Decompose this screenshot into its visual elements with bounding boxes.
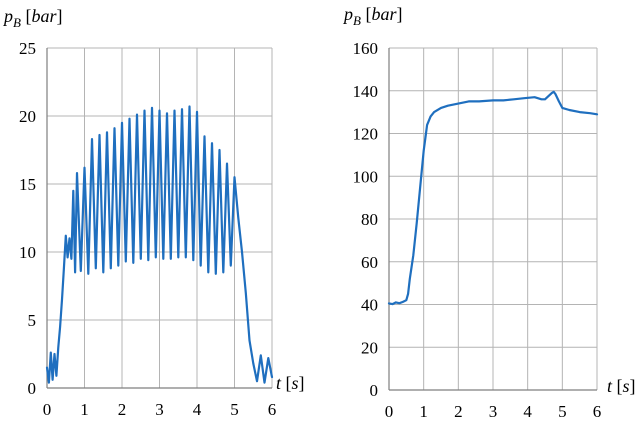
chart-left: 0 1 2 3 4 5 6 0 5 10 15 20 25 pB [bar] t [s] [2, 6, 305, 419]
y-tick-label: 0 [370, 381, 379, 400]
x-tick-label: 3 [489, 402, 498, 421]
y-tick-label: 0 [28, 379, 37, 398]
y-tick-label: 40 [361, 296, 378, 315]
y-tick-label: 60 [361, 253, 378, 272]
y-tick-label: 5 [28, 311, 37, 330]
x-tick-label: 6 [593, 402, 602, 421]
x-tick-label: 1 [80, 400, 89, 419]
x-tick-label: 6 [268, 400, 277, 419]
series-line [45, 105, 274, 384]
x-tick-label: 5 [558, 402, 567, 421]
x-tick-label: 0 [43, 400, 52, 419]
y-axis-label: pB [bar] [2, 6, 62, 30]
x-tick-label: 2 [454, 402, 463, 421]
y-tick-label: 160 [353, 39, 379, 58]
x-axis-label: t [s] [276, 373, 305, 393]
y-tick-label: 100 [353, 167, 379, 186]
series-line [387, 90, 599, 306]
x-tick-label: 2 [118, 400, 127, 419]
y-tick-label: 20 [361, 338, 378, 357]
y-tick-label: 15 [19, 175, 36, 194]
y-tick-label: 10 [19, 243, 36, 262]
x-tick-label: 1 [419, 402, 428, 421]
x-tick-label: 0 [385, 402, 394, 421]
y-tick-label: 25 [19, 39, 36, 58]
x-tick-label: 4 [523, 402, 532, 421]
x-tick-label: 4 [193, 400, 202, 419]
y-axis-label: pB [bar] [342, 4, 402, 28]
x-tick-label: 3 [155, 400, 164, 419]
x-axis-label: t [s] [607, 376, 636, 396]
y-tick-label: 120 [353, 125, 379, 144]
y-tick-label: 20 [19, 107, 36, 126]
y-tick-label: 80 [361, 210, 378, 229]
x-tick-label: 5 [230, 400, 239, 419]
y-tick-label: 140 [353, 82, 379, 101]
